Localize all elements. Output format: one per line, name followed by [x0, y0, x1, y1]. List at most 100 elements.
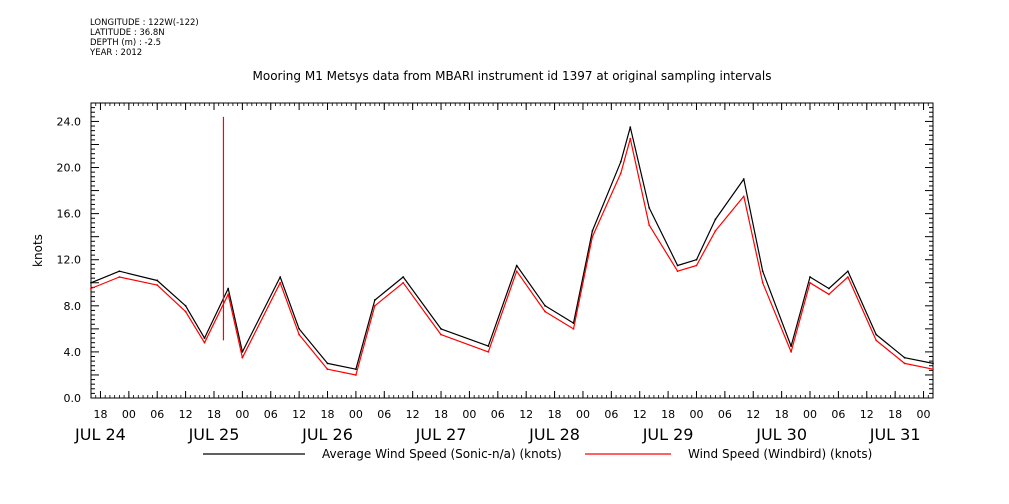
data-point	[676, 264, 679, 267]
x-tick-label: 18	[207, 408, 221, 421]
data-point	[761, 281, 764, 284]
data-point	[619, 160, 622, 163]
x-tick-label: 06	[377, 408, 391, 421]
data-point	[90, 281, 92, 284]
y-tick-label: 24.0	[57, 115, 82, 128]
data-point	[846, 270, 849, 273]
data-point	[118, 276, 121, 278]
data-point	[761, 270, 764, 273]
x-date-label: JUL 28	[528, 425, 580, 444]
data-point	[184, 304, 187, 307]
y-tick-label: 4.0	[64, 346, 82, 359]
data-point	[828, 293, 830, 296]
data-point	[279, 281, 282, 284]
legend: Average Wind Speed (Sonic-n/a) (knots) Wi…	[203, 447, 872, 461]
series-line	[90, 126, 934, 370]
longitude-label: LONGITUDE : 122W(-122)	[90, 18, 199, 28]
x-date-label: JUL 30	[755, 425, 807, 444]
y-tick-label: 20.0	[57, 162, 82, 175]
data-point	[241, 351, 244, 353]
data-point	[118, 270, 121, 273]
x-tick-label: 12	[179, 408, 193, 421]
x-tick-label: 00	[349, 408, 363, 421]
data-point	[354, 368, 357, 371]
data-point	[487, 345, 490, 348]
x-date-label: JUL 31	[869, 425, 921, 444]
x-tick-label: 12	[860, 408, 874, 421]
data-point	[828, 287, 830, 290]
data-point	[903, 356, 906, 359]
legend-label: Average Wind Speed (Sonic-n/a) (knots)	[322, 447, 562, 461]
y-tick-label: 8.0	[64, 300, 82, 313]
x-tick-label: 06	[831, 408, 845, 421]
x-tick-label: 06	[150, 408, 164, 421]
x-tick-label: 18	[775, 408, 789, 421]
data-point	[203, 337, 206, 339]
data-point	[875, 339, 878, 342]
data-point	[227, 293, 230, 296]
data-point	[790, 345, 792, 348]
depth-label: DEPTH (m) : -2.5	[90, 38, 162, 48]
data-point	[903, 362, 906, 365]
x-tick-label: 12	[406, 408, 420, 421]
x-tick-label: 12	[292, 408, 306, 421]
x-tick-label: 00	[803, 408, 817, 421]
x-tick-label: 06	[718, 408, 732, 421]
data-point	[241, 356, 244, 359]
data-point	[676, 270, 679, 273]
x-date-label: JUL 26	[301, 425, 353, 444]
data-point	[648, 224, 651, 227]
data-point	[298, 333, 301, 336]
data-point	[373, 304, 376, 307]
series-windbird-wind-speed	[90, 137, 934, 376]
data-point	[932, 362, 934, 365]
data-point	[440, 327, 442, 330]
data-point	[591, 235, 594, 238]
data-point	[515, 264, 518, 267]
x-tick-label: 06	[264, 408, 278, 421]
x-tick-label: 18	[321, 408, 335, 421]
data-point	[742, 178, 745, 180]
data-point	[515, 270, 518, 273]
x-tick-label: 12	[519, 408, 533, 421]
x-tick-label: 12	[746, 408, 760, 421]
data-point	[354, 374, 357, 376]
y-tick-label: 12.0	[57, 254, 82, 267]
y-tick-label: 0.0	[64, 392, 82, 405]
data-point	[809, 276, 811, 278]
data-point	[184, 310, 187, 313]
data-point	[932, 368, 934, 371]
data-point	[629, 137, 632, 140]
x-tick-label: 00	[462, 408, 476, 421]
data-point	[790, 351, 792, 353]
data-point	[742, 195, 745, 198]
data-point	[298, 327, 301, 330]
x-tick-label: 18	[434, 408, 448, 421]
year-label: YEAR : 2012	[90, 48, 143, 58]
series-line	[90, 138, 934, 376]
x-date-label: JUL 29	[642, 425, 694, 444]
plot-frame	[90, 102, 934, 399]
x-date-label: JUL 25	[188, 425, 240, 444]
x-tick-label: 06	[604, 408, 618, 421]
data-point	[572, 322, 575, 324]
x-tick-label: 18	[661, 408, 675, 421]
y-tick-label: 16.0	[57, 208, 82, 221]
data-point	[648, 206, 651, 209]
x-tick-label: 00	[576, 408, 590, 421]
x-tick-label: 12	[633, 408, 647, 421]
metadata-block: LONGITUDE : 122W(-122) LATITUDE : 36.8N …	[90, 18, 199, 58]
data-point	[156, 284, 159, 286]
data-point	[326, 368, 329, 371]
data-point	[90, 287, 92, 290]
data-point	[544, 310, 547, 313]
data-point	[591, 230, 594, 232]
latitude-label: LATITUDE : 36.8N	[90, 28, 165, 38]
data-point	[809, 281, 811, 284]
data-point	[619, 172, 622, 175]
x-tick-label: 18	[888, 408, 902, 421]
chart-title: Mooring M1 Metsys data from MBARI instru…	[253, 69, 772, 83]
x-tick-label: 18	[548, 408, 562, 421]
x-date-label: JUL 24	[74, 425, 126, 444]
